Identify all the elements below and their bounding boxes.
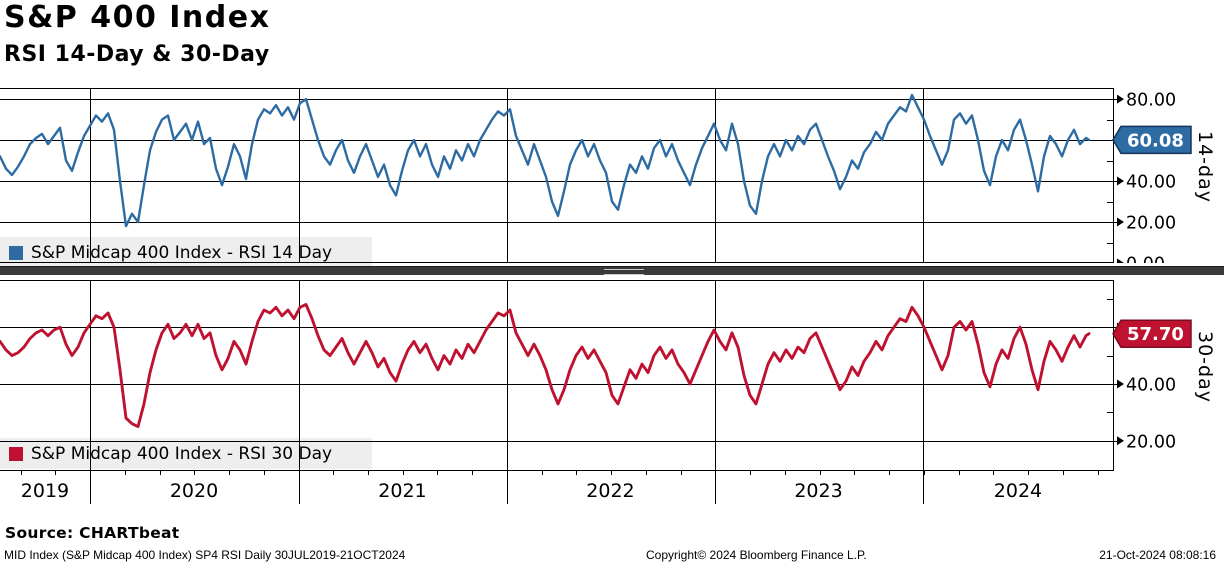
y-tick-label: 20.00 [1126,432,1176,452]
x-tick-label-2019: 2019 [21,480,69,502]
footer-security-info: MID Index (S&P Midcap 400 Index) SP4 RSI… [4,548,406,562]
x-axis: 2019 2020 2021 2022 2023 2024 [21,471,1099,504]
legend-swatch-rsi14 [9,245,23,260]
legend-rsi-14-day[interactable]: S&P Midcap 400 Index - RSI 14 Day [0,237,372,268]
legend-rsi-30-day[interactable]: S&P Midcap 400 Index - RSI 30 Day [0,438,372,469]
y-tick-arrow-icon [1117,379,1124,389]
panel-splitter[interactable] [0,266,1224,275]
last-value-tag [1112,319,1192,348]
legend-bg-rsi30 [0,438,372,469]
source-line: Source: CHARTbeat [5,524,180,542]
y-tick-label: 40.00 [1126,173,1176,193]
x-tick-label-2020: 2020 [170,480,218,502]
footer-timestamp: 21-Oct-2024 08:08:16 [1099,548,1216,562]
y-tick-arrow-icon [1117,176,1124,186]
y-tick-arrow-icon [1117,436,1124,446]
y-tick-label: 80.00 [1126,91,1176,111]
rsi30-series-line [0,303,1091,429]
last-value-tag [1112,125,1192,155]
legend-swatch-rsi30 [9,446,23,461]
y-tick-arrow-icon [1117,258,1124,263]
page-title: S&P 400 Index [4,0,271,35]
footer-copyright: Copyright© 2024 Bloomberg Finance L.P. [646,548,867,562]
y-axis-label-14-day: 14-day [1194,131,1216,203]
legend-label-rsi30: S&P Midcap 400 Index - RSI 30 Day [31,443,333,464]
y-tick-label: 0.00 [1126,255,1165,264]
page-subtitle: RSI 14-Day & 30-Day [4,42,270,67]
x-tick-label-2023: 2023 [794,480,842,502]
x-tick-label-2024: 2024 [994,480,1042,502]
y-tick-label: 40.00 [1126,375,1176,395]
last-value-tag-text: 57.70 [1127,324,1184,345]
splitter-grip-icon[interactable] [604,269,644,275]
x-tick-label-2022: 2022 [586,480,634,502]
last-value-tag-text: 60.08 [1127,130,1184,151]
y-tick-arrow-icon [1117,217,1124,227]
rsi14-series-line [0,93,1091,228]
legend-label-rsi14: S&P Midcap 400 Index - RSI 14 Day [31,242,333,263]
y-tick-label: 20.00 [1126,214,1176,234]
x-tick-label-2021: 2021 [378,480,426,502]
y-axis-label-30-day: 30-day [1194,331,1216,403]
y-tick-arrow-icon [1117,94,1124,104]
